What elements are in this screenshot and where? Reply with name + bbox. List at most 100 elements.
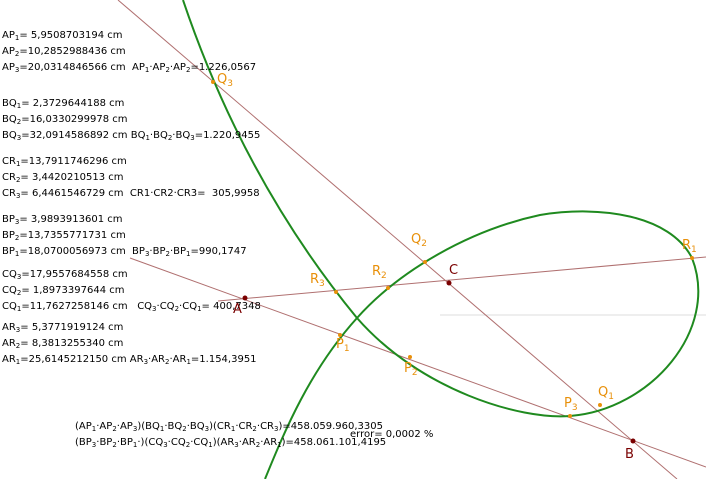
point-marker bbox=[446, 280, 452, 286]
subscript: 1 bbox=[132, 441, 138, 449]
text: = 5,9508703194 cm bbox=[19, 30, 123, 41]
subscript: 3 bbox=[132, 425, 138, 433]
subscript: 3 bbox=[274, 425, 279, 433]
text: BP bbox=[2, 246, 15, 257]
text: =16,0330299978 cm bbox=[21, 114, 128, 125]
subscript: 2 bbox=[15, 176, 21, 184]
text: =1.220,9455 bbox=[194, 130, 261, 141]
measurement: BQ2=16,0330299978 cm bbox=[2, 114, 128, 128]
point-subscript: 3 bbox=[319, 279, 325, 289]
subscript: 2 bbox=[165, 66, 170, 74]
subscript: 2 bbox=[14, 234, 20, 242]
text: BQ bbox=[2, 114, 17, 125]
point-subscript: 2 bbox=[411, 368, 418, 378]
measurement: BP2=13,7355771731 cm bbox=[2, 230, 126, 244]
text: =20,0314846566 cm AP bbox=[19, 62, 145, 73]
text: ·CQ bbox=[156, 301, 175, 312]
subscript: 2 bbox=[112, 441, 117, 449]
measurement: AP2=10,2852988436 cm bbox=[2, 46, 126, 60]
subscript: 2 bbox=[165, 358, 170, 366]
measurement: BP1=18,0700056973 cm BP3·BP2·BP1=990,174… bbox=[2, 246, 247, 260]
text: ·AP bbox=[149, 62, 166, 73]
text: ·CQ bbox=[190, 437, 209, 448]
subscript: 1 bbox=[186, 358, 191, 366]
subscript: 2 bbox=[252, 425, 257, 433]
subscript: 3 bbox=[190, 134, 195, 142]
point-subscript: 2 bbox=[381, 271, 387, 281]
point-label: R3 bbox=[310, 272, 325, 289]
subscript: 3 bbox=[16, 273, 22, 281]
text: )(CR bbox=[209, 421, 231, 432]
subscript: 3 bbox=[14, 66, 20, 74]
measurement: CR3= 6,4461546729 cm CR1·CR2·CR3= 305,99… bbox=[2, 188, 260, 202]
text: =1.226,0567 bbox=[190, 62, 257, 73]
point-label: Q1 bbox=[598, 385, 614, 402]
subscript: 2 bbox=[15, 342, 21, 350]
line-ar bbox=[217, 256, 706, 302]
subscript: 2 bbox=[185, 66, 191, 74]
measurement: BQ1= 2,3729644188 cm bbox=[2, 98, 124, 112]
subscript: 3 bbox=[91, 441, 97, 449]
point-label: C bbox=[449, 263, 458, 278]
point-name: Q bbox=[217, 72, 228, 87]
text: CQ bbox=[2, 301, 17, 312]
point-name: P bbox=[404, 361, 412, 376]
lines bbox=[117, 0, 706, 479]
text: = 6,4461546729 cm CR1·CR2·CR3= 305,9958 bbox=[20, 188, 260, 199]
point-label: R1 bbox=[682, 238, 697, 255]
text: ·BQ bbox=[172, 130, 191, 141]
text: =13,7355771731 cm bbox=[19, 230, 126, 241]
measurement: AR2= 8,3813255340 cm bbox=[2, 338, 123, 352]
subscript: 1 bbox=[230, 425, 236, 433]
subscript: 3 bbox=[143, 358, 149, 366]
text: )(AR bbox=[212, 437, 235, 448]
measurement: CQ2= 1,8973397644 cm bbox=[2, 285, 124, 299]
point-subscript: 3 bbox=[571, 403, 578, 413]
measurement: AR3= 5,3771919124 cm bbox=[2, 322, 123, 336]
point-subscript: 1 bbox=[691, 245, 697, 255]
subscript: 1 bbox=[91, 425, 97, 433]
subscript: 2 bbox=[182, 425, 187, 433]
point-name: P bbox=[336, 337, 344, 352]
point-marker bbox=[211, 80, 215, 84]
text: =32,0914586892 cm BQ bbox=[21, 130, 146, 141]
text: =18,0700056973 cm BP bbox=[19, 246, 145, 257]
text: =25,6145212150 cm AR bbox=[20, 354, 144, 365]
text: AR bbox=[2, 322, 16, 333]
text: ·AP bbox=[96, 421, 113, 432]
subscript: 3 bbox=[144, 250, 150, 258]
text: ·BP bbox=[96, 437, 113, 448]
text: (AP bbox=[75, 421, 92, 432]
point-marker bbox=[690, 256, 694, 260]
line-qb bbox=[117, 0, 678, 479]
subscript: 3 bbox=[15, 192, 21, 200]
text: ·BP bbox=[149, 246, 166, 257]
text: AP bbox=[2, 62, 15, 73]
subscript: 1 bbox=[186, 250, 191, 258]
point-marker bbox=[408, 355, 412, 359]
text: CR bbox=[2, 172, 16, 183]
point-marker bbox=[242, 295, 248, 301]
text: ·AP bbox=[169, 62, 186, 73]
point-marker bbox=[338, 333, 342, 337]
point-subscript: 2 bbox=[421, 239, 427, 249]
text: AP bbox=[2, 46, 15, 57]
text: = 5,3771919124 cm bbox=[20, 322, 124, 333]
cubic-curve bbox=[182, 0, 700, 479]
point-marker bbox=[568, 414, 572, 418]
subscript: 2 bbox=[16, 289, 22, 297]
subscript: 1 bbox=[15, 160, 21, 168]
point-subscript: 1 bbox=[608, 392, 614, 402]
measurement: CQ1=11,7627258146 cm CQ3·CQ2·CQ1= 400,73… bbox=[2, 301, 261, 315]
point-name: B bbox=[625, 447, 634, 462]
text: ·BP bbox=[116, 437, 133, 448]
product-formula: (AP1·AP2·AP3)(BQ1·BQ2·BQ3)(CR1·CR2·CR3)=… bbox=[75, 421, 383, 435]
text: =13,7911746296 cm bbox=[20, 156, 127, 167]
text: )=458.059.960,3305 bbox=[278, 421, 383, 432]
text: ·AR bbox=[238, 437, 256, 448]
subscript: 3 bbox=[14, 218, 20, 226]
text: CQ bbox=[2, 269, 17, 280]
text: = 8,3813255340 cm bbox=[20, 338, 124, 349]
text: =1.154,3951 bbox=[190, 354, 257, 365]
